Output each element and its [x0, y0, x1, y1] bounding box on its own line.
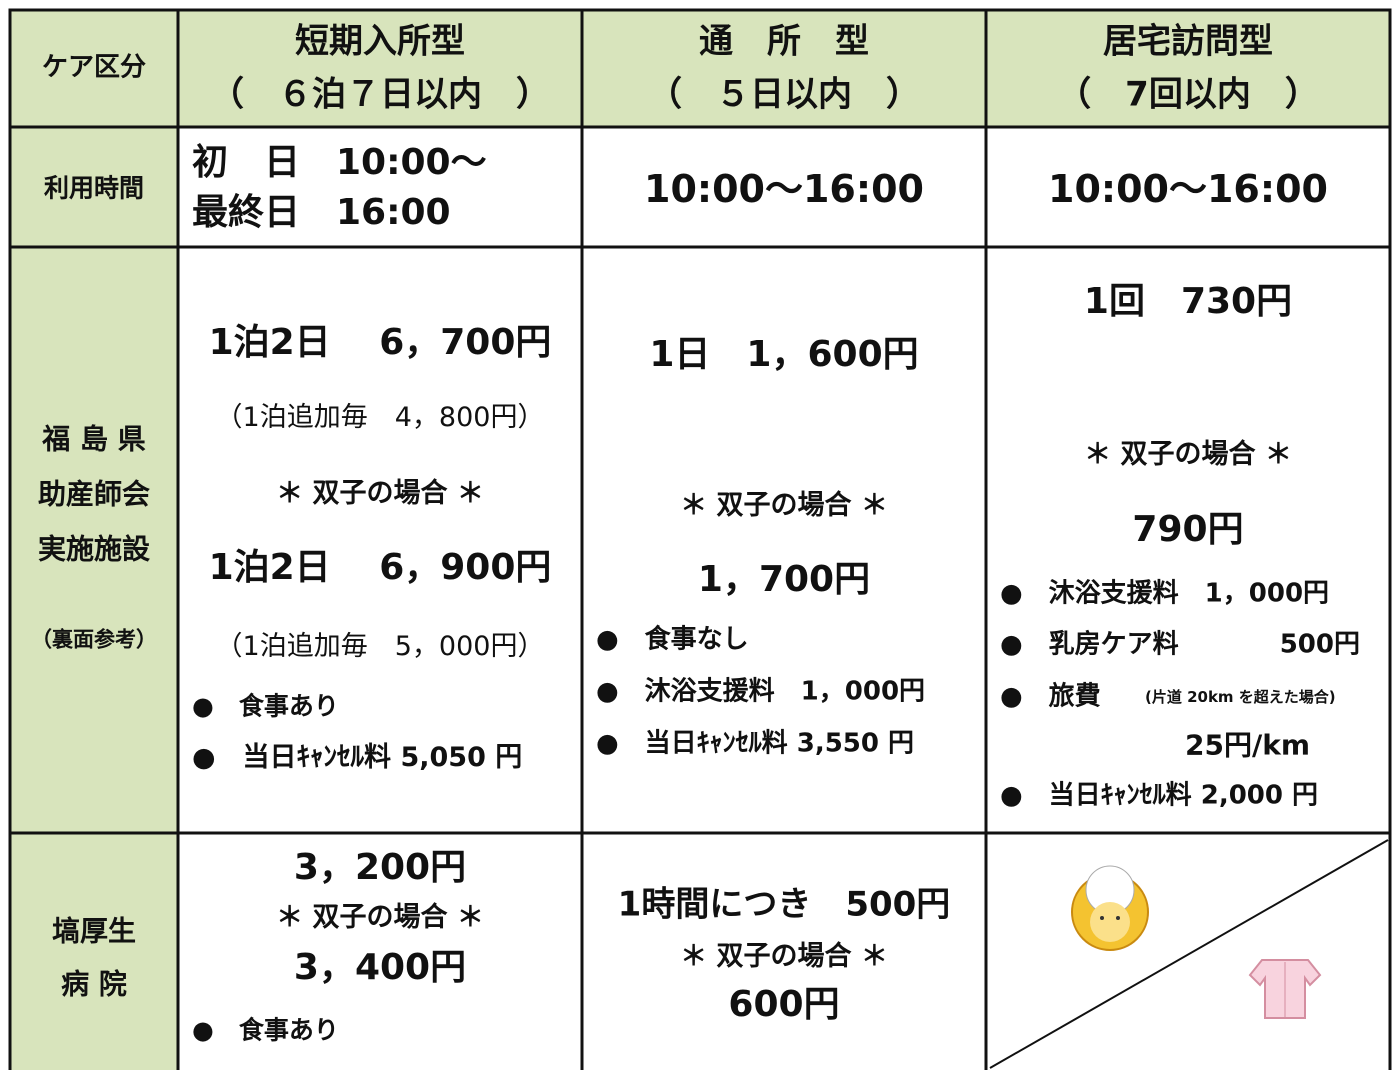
cell-text: ● 当日ｷｬﾝｾﾙ料 3,550 円: [596, 728, 915, 759]
cell-text: 1泊2日 6，700円: [208, 322, 552, 364]
cell-text: （裏面参考）: [31, 627, 157, 652]
cell-text: （ ５日以内 ）: [648, 74, 920, 115]
header-bg: [10, 10, 1390, 127]
cell-text: 790円: [1132, 509, 1244, 551]
cell-text: （1泊追加毎 5，000円）: [215, 631, 545, 663]
cell-text: ● 食事なし: [596, 624, 749, 655]
cell-text: 短期入所型: [295, 21, 465, 62]
cell-text: ● 沐浴支援料 1，000円: [596, 676, 926, 707]
label-column-bg: [10, 127, 178, 1070]
cell-text: ケア区分: [41, 52, 146, 83]
cell-text: 1日 1，600円: [649, 334, 919, 376]
cell-text: ＊ 双子の場合 ＊: [1084, 439, 1292, 471]
cell-text: 10:00～16:00: [1048, 167, 1328, 212]
cell-text: （ ６泊７日以内 ）: [210, 74, 550, 115]
cell-text: 初 日 10:00～: [192, 142, 487, 184]
cell-text: ● 食事あり: [192, 1015, 339, 1045]
cell-text: （1泊追加毎 4，800円）: [215, 402, 545, 434]
cell-text: ● 沐浴支援料 1，000円: [1000, 578, 1330, 609]
cell-text: 500円: [1279, 629, 1360, 660]
cell-text: 福 島 県: [42, 422, 146, 456]
cell-text: 25円/km: [1185, 728, 1310, 762]
cell-text: ＊ 双子の場合 ＊: [276, 478, 484, 510]
cell-text: 3，200円: [293, 847, 467, 889]
cell-text: 1泊2日 6，900円: [208, 547, 552, 589]
cell-text: 利用時間: [43, 173, 144, 203]
baby-clothes-icon: [1248, 959, 1322, 1019]
cell-text: ＊ 双子の場合 ＊: [680, 941, 888, 973]
cell-text: ＊ 双子の場合 ＊: [276, 902, 484, 934]
cell-text: (片道 20km を超えた場合): [1145, 687, 1336, 706]
cell-text: 3，400円: [293, 947, 467, 989]
cell-text: 1回 730円: [1083, 281, 1293, 323]
borders: [8, 8, 1392, 1070]
cell-text: 助産師会: [37, 477, 150, 511]
cell-text: 塙厚生: [51, 914, 136, 948]
cell-text: 10:00～16:00: [644, 167, 924, 212]
lion-bib-icon: [1071, 865, 1149, 951]
cell-text: （ 7回以内 ）: [1057, 74, 1319, 115]
cell-text: ● 食事あり: [192, 691, 339, 721]
cell-text: ● 当日ｷｬﾝｾﾙ料 5,050 円: [192, 742, 523, 774]
cell-text: 1時間につき 500円: [617, 884, 951, 925]
cell-text: ＊ 双子の場合 ＊: [680, 490, 888, 522]
cell-text: 1，700円: [697, 559, 871, 601]
cell-text: 病 院: [61, 967, 127, 1001]
cell-text: 実施施設: [37, 532, 150, 566]
cell-text: ● 旅費: [1000, 681, 1101, 712]
cell-text: 600円: [728, 984, 840, 1026]
cell-text: ● 当日ｷｬﾝｾﾙ料 2,000 円: [1000, 780, 1319, 811]
cell-text: 居宅訪問型: [1103, 21, 1273, 62]
cell-text: 通 所 型: [699, 21, 869, 62]
cell-text: 最終日 16:00: [192, 192, 451, 234]
cell-text: ● 乳房ケア料: [1000, 629, 1179, 660]
